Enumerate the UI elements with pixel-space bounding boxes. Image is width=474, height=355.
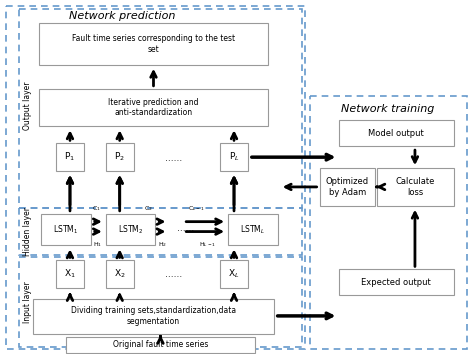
Bar	[19, 208, 301, 255]
Bar	[339, 120, 454, 146]
Text: P$_1$: P$_1$	[64, 151, 75, 163]
Bar	[39, 23, 268, 65]
Text: C$_1$: C$_1$	[92, 204, 101, 213]
Text: X$_1$: X$_1$	[64, 268, 76, 280]
Text: Model output: Model output	[368, 129, 424, 138]
Text: ......: ......	[165, 154, 182, 163]
Text: X$_2$: X$_2$	[114, 268, 126, 280]
Text: Dividing training sets,standardization,data
segmentation: Dividing training sets,standardization,d…	[71, 306, 236, 326]
Bar	[33, 299, 274, 334]
Text: ......: ......	[165, 270, 182, 279]
Bar	[19, 257, 301, 347]
Text: Network training: Network training	[341, 104, 435, 114]
Text: LSTM$_2$: LSTM$_2$	[118, 223, 143, 236]
Text: Output layer: Output layer	[23, 81, 32, 130]
Bar	[310, 95, 466, 349]
Text: P$_L$: P$_L$	[228, 151, 239, 163]
Bar	[339, 269, 454, 295]
Text: X$_L$: X$_L$	[228, 268, 240, 280]
Text: ......: ......	[177, 224, 194, 233]
Text: Calculate
loss: Calculate loss	[395, 177, 435, 197]
Bar	[19, 9, 301, 208]
Text: Optimized
by Adam: Optimized by Adam	[326, 177, 369, 197]
Bar	[6, 6, 305, 349]
Bar	[56, 260, 84, 288]
Bar	[41, 214, 91, 245]
Text: H$_1$: H$_1$	[93, 240, 102, 249]
Text: Original fault time series: Original fault time series	[113, 340, 208, 349]
Bar	[66, 337, 255, 353]
Bar	[106, 143, 134, 171]
Bar	[56, 143, 84, 171]
Text: Expected output: Expected output	[361, 278, 431, 287]
Bar	[39, 89, 268, 126]
Text: C$_{L-1}$: C$_{L-1}$	[188, 204, 205, 213]
Text: C$_2$: C$_2$	[144, 204, 153, 213]
Bar	[220, 260, 248, 288]
Text: Network prediction: Network prediction	[70, 11, 176, 21]
Bar	[319, 168, 375, 206]
Text: Hidden layer: Hidden layer	[23, 207, 32, 256]
Text: LSTM$_L$: LSTM$_L$	[240, 223, 265, 236]
Text: Fault time series corresponding to the test
set: Fault time series corresponding to the t…	[72, 34, 235, 54]
Bar	[377, 168, 454, 206]
Bar	[228, 214, 278, 245]
Text: Input layer: Input layer	[23, 281, 32, 323]
Text: LSTM$_1$: LSTM$_1$	[54, 223, 79, 236]
Text: H$_2$: H$_2$	[158, 240, 167, 249]
Text: H$_{L-1}$: H$_{L-1}$	[199, 240, 216, 249]
Bar	[106, 260, 134, 288]
Text: P$_2$: P$_2$	[114, 151, 125, 163]
Bar	[220, 143, 248, 171]
Bar	[106, 214, 155, 245]
Text: Iterative prediction and
anti-standardization: Iterative prediction and anti-standardiz…	[108, 98, 199, 117]
